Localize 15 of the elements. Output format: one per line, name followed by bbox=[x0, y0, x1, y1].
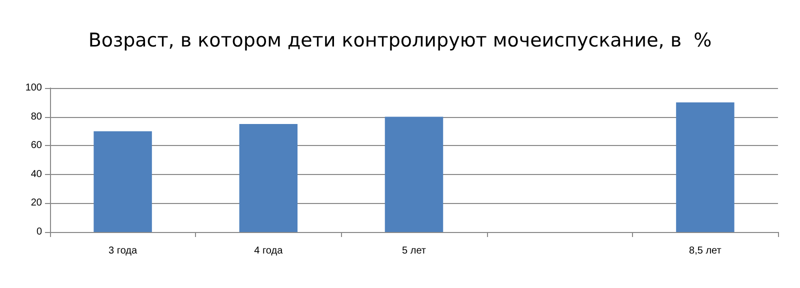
x-tick-label: 8,5 лет bbox=[689, 246, 722, 256]
bar bbox=[94, 131, 152, 232]
x-tick-label: 4 года bbox=[254, 246, 284, 256]
y-tick-label: 80 bbox=[30, 111, 42, 122]
y-tick-label: 20 bbox=[30, 198, 42, 209]
y-tick-label: 0 bbox=[36, 226, 42, 238]
bar bbox=[239, 124, 298, 232]
bar bbox=[676, 102, 734, 232]
y-tick-label: 100 bbox=[25, 82, 42, 94]
x-tick-label: 3 года bbox=[108, 246, 138, 256]
y-tick-label: 40 bbox=[30, 168, 42, 180]
y-tick-label: 60 bbox=[30, 140, 42, 152]
bar bbox=[384, 116, 444, 232]
chart-title: Возраст, в котором дети контролируют мочеиспускание, в % bbox=[88, 30, 712, 52]
x-tick-label: 5 лет bbox=[402, 246, 426, 256]
